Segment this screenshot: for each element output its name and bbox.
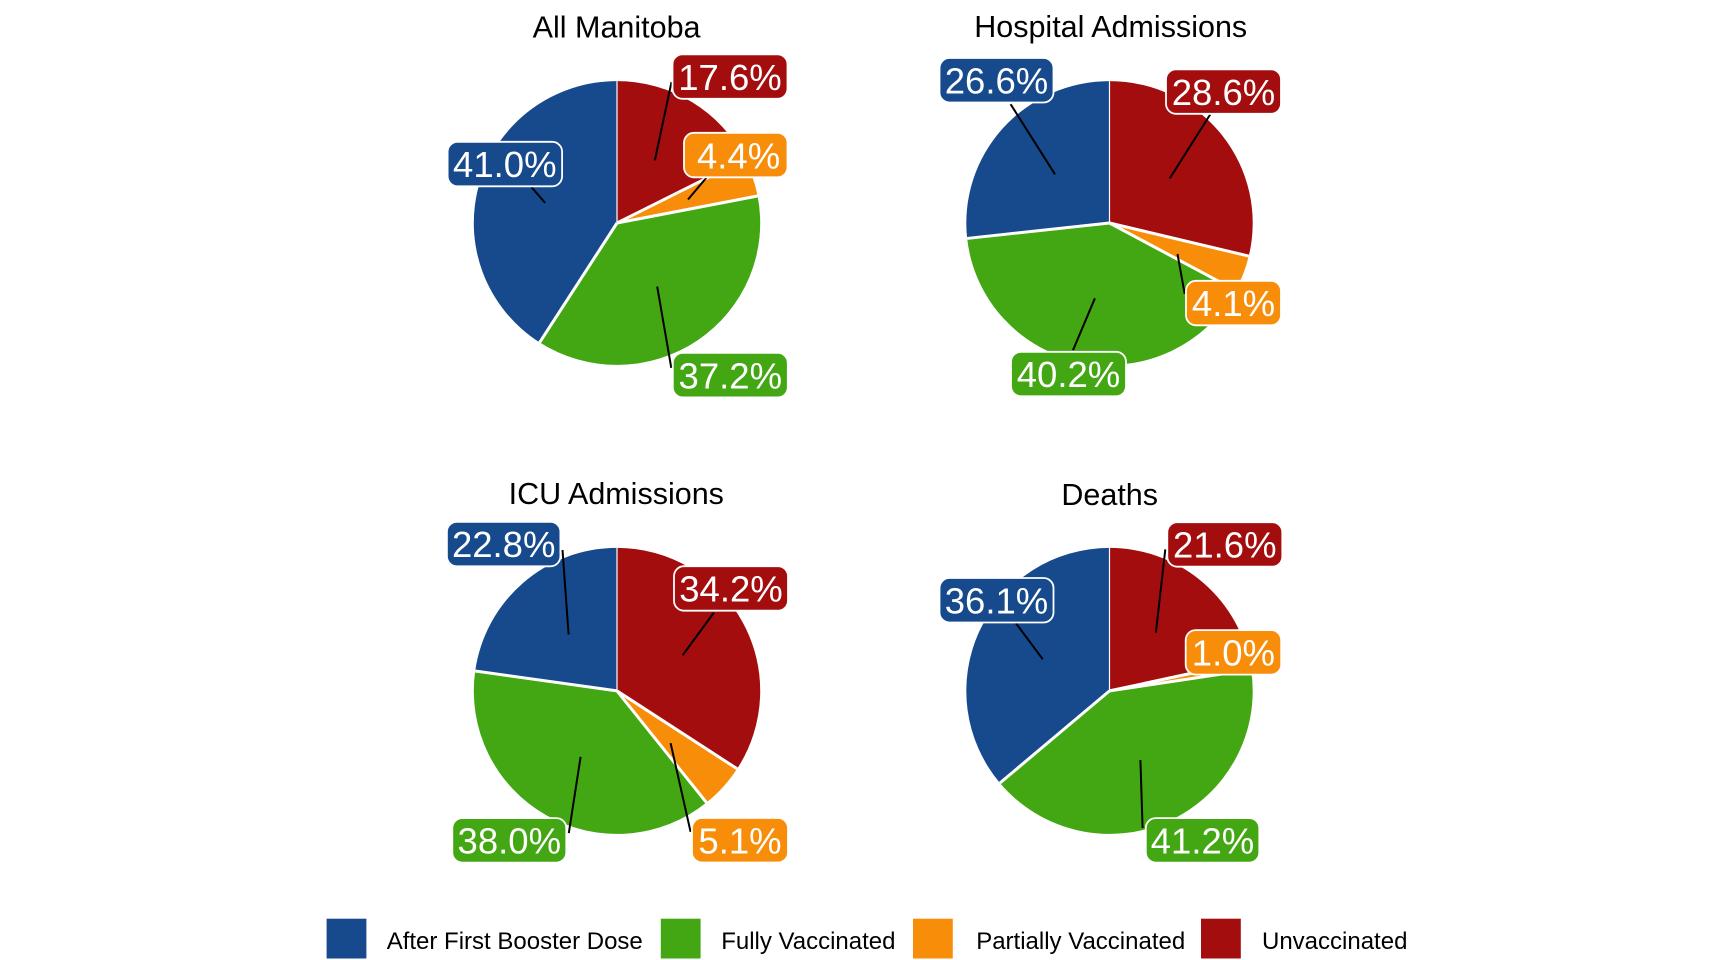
svg-text:40.2%: 40.2% [1017,354,1121,395]
svg-text:34.2%: 34.2% [679,569,783,610]
svg-text:5.1%: 5.1% [698,821,781,862]
svg-text:17.6%: 17.6% [678,57,782,98]
svg-text:22.8%: 22.8% [452,524,556,565]
svg-text:41.2%: 41.2% [1151,821,1255,862]
svg-text:28.6%: 28.6% [1172,72,1276,113]
svg-text:Fully Vaccinated: Fully Vaccinated [721,928,895,955]
svg-text:4.1%: 4.1% [1192,283,1275,324]
svg-text:4.4%: 4.4% [697,135,780,176]
svg-text:36.1%: 36.1% [945,581,1049,622]
svg-text:After First Booster Dose: After First Booster Dose [387,928,643,955]
svg-text:Deaths: Deaths [1061,478,1158,512]
svg-text:All Manitoba: All Manitoba [533,11,701,45]
svg-text:Hospital Admissions: Hospital Admissions [974,10,1247,44]
svg-text:Partially Vaccinated: Partially Vaccinated [976,928,1185,955]
svg-text:38.0%: 38.0% [458,821,562,862]
svg-text:Unvaccinated: Unvaccinated [1262,928,1407,955]
svg-text:ICU Admissions: ICU Admissions [509,477,724,511]
svg-text:37.2%: 37.2% [679,355,783,396]
svg-text:1.0%: 1.0% [1192,633,1275,674]
svg-text:26.6%: 26.6% [945,60,1049,101]
svg-text:41.0%: 41.0% [453,144,557,185]
svg-text:21.6%: 21.6% [1173,525,1277,566]
